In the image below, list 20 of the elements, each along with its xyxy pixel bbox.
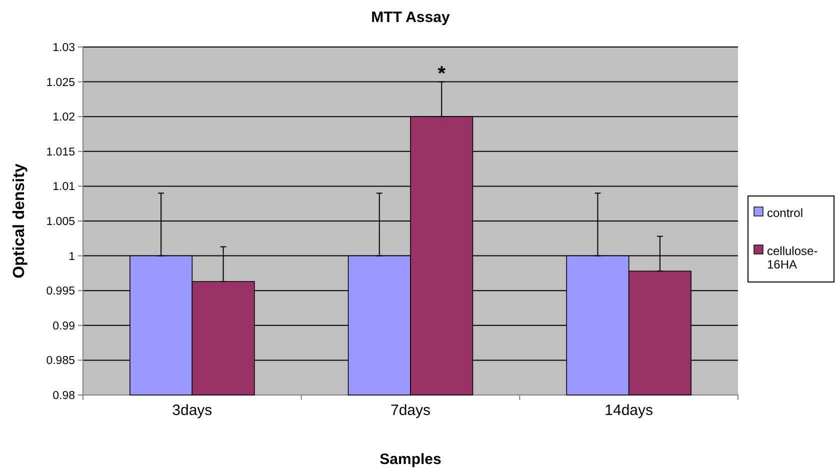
y-axis-title: Optical density: [11, 164, 28, 278]
y-tick-label: 1.025: [46, 76, 75, 89]
y-tick-label: 1.015: [46, 146, 75, 158]
y-tick-label: 1.03: [52, 42, 75, 54]
chart-title: MTT Assay: [371, 9, 450, 26]
y-tick-label: 1.01: [52, 181, 75, 194]
y-tick-label: 0.995: [46, 286, 75, 298]
y-tick-label: 1.005: [46, 216, 75, 228]
legend-label: cellulose-16HA: [767, 244, 818, 272]
y-tick-label: 0.98: [52, 390, 75, 402]
x-axis-title: Samples: [380, 451, 442, 468]
y-tick-label: 1: [68, 250, 75, 263]
x-tick-label: 14days: [604, 402, 654, 419]
legend-label: control: [767, 206, 804, 220]
y-tick-label: 0.985: [46, 355, 75, 368]
y-tick-label: 0.99: [52, 320, 75, 332]
y-tick-label: 1.02: [52, 112, 75, 124]
x-tick-label: 7days: [390, 402, 431, 419]
annotation: *: [438, 62, 446, 85]
x-tick-label: 3days: [172, 402, 212, 419]
